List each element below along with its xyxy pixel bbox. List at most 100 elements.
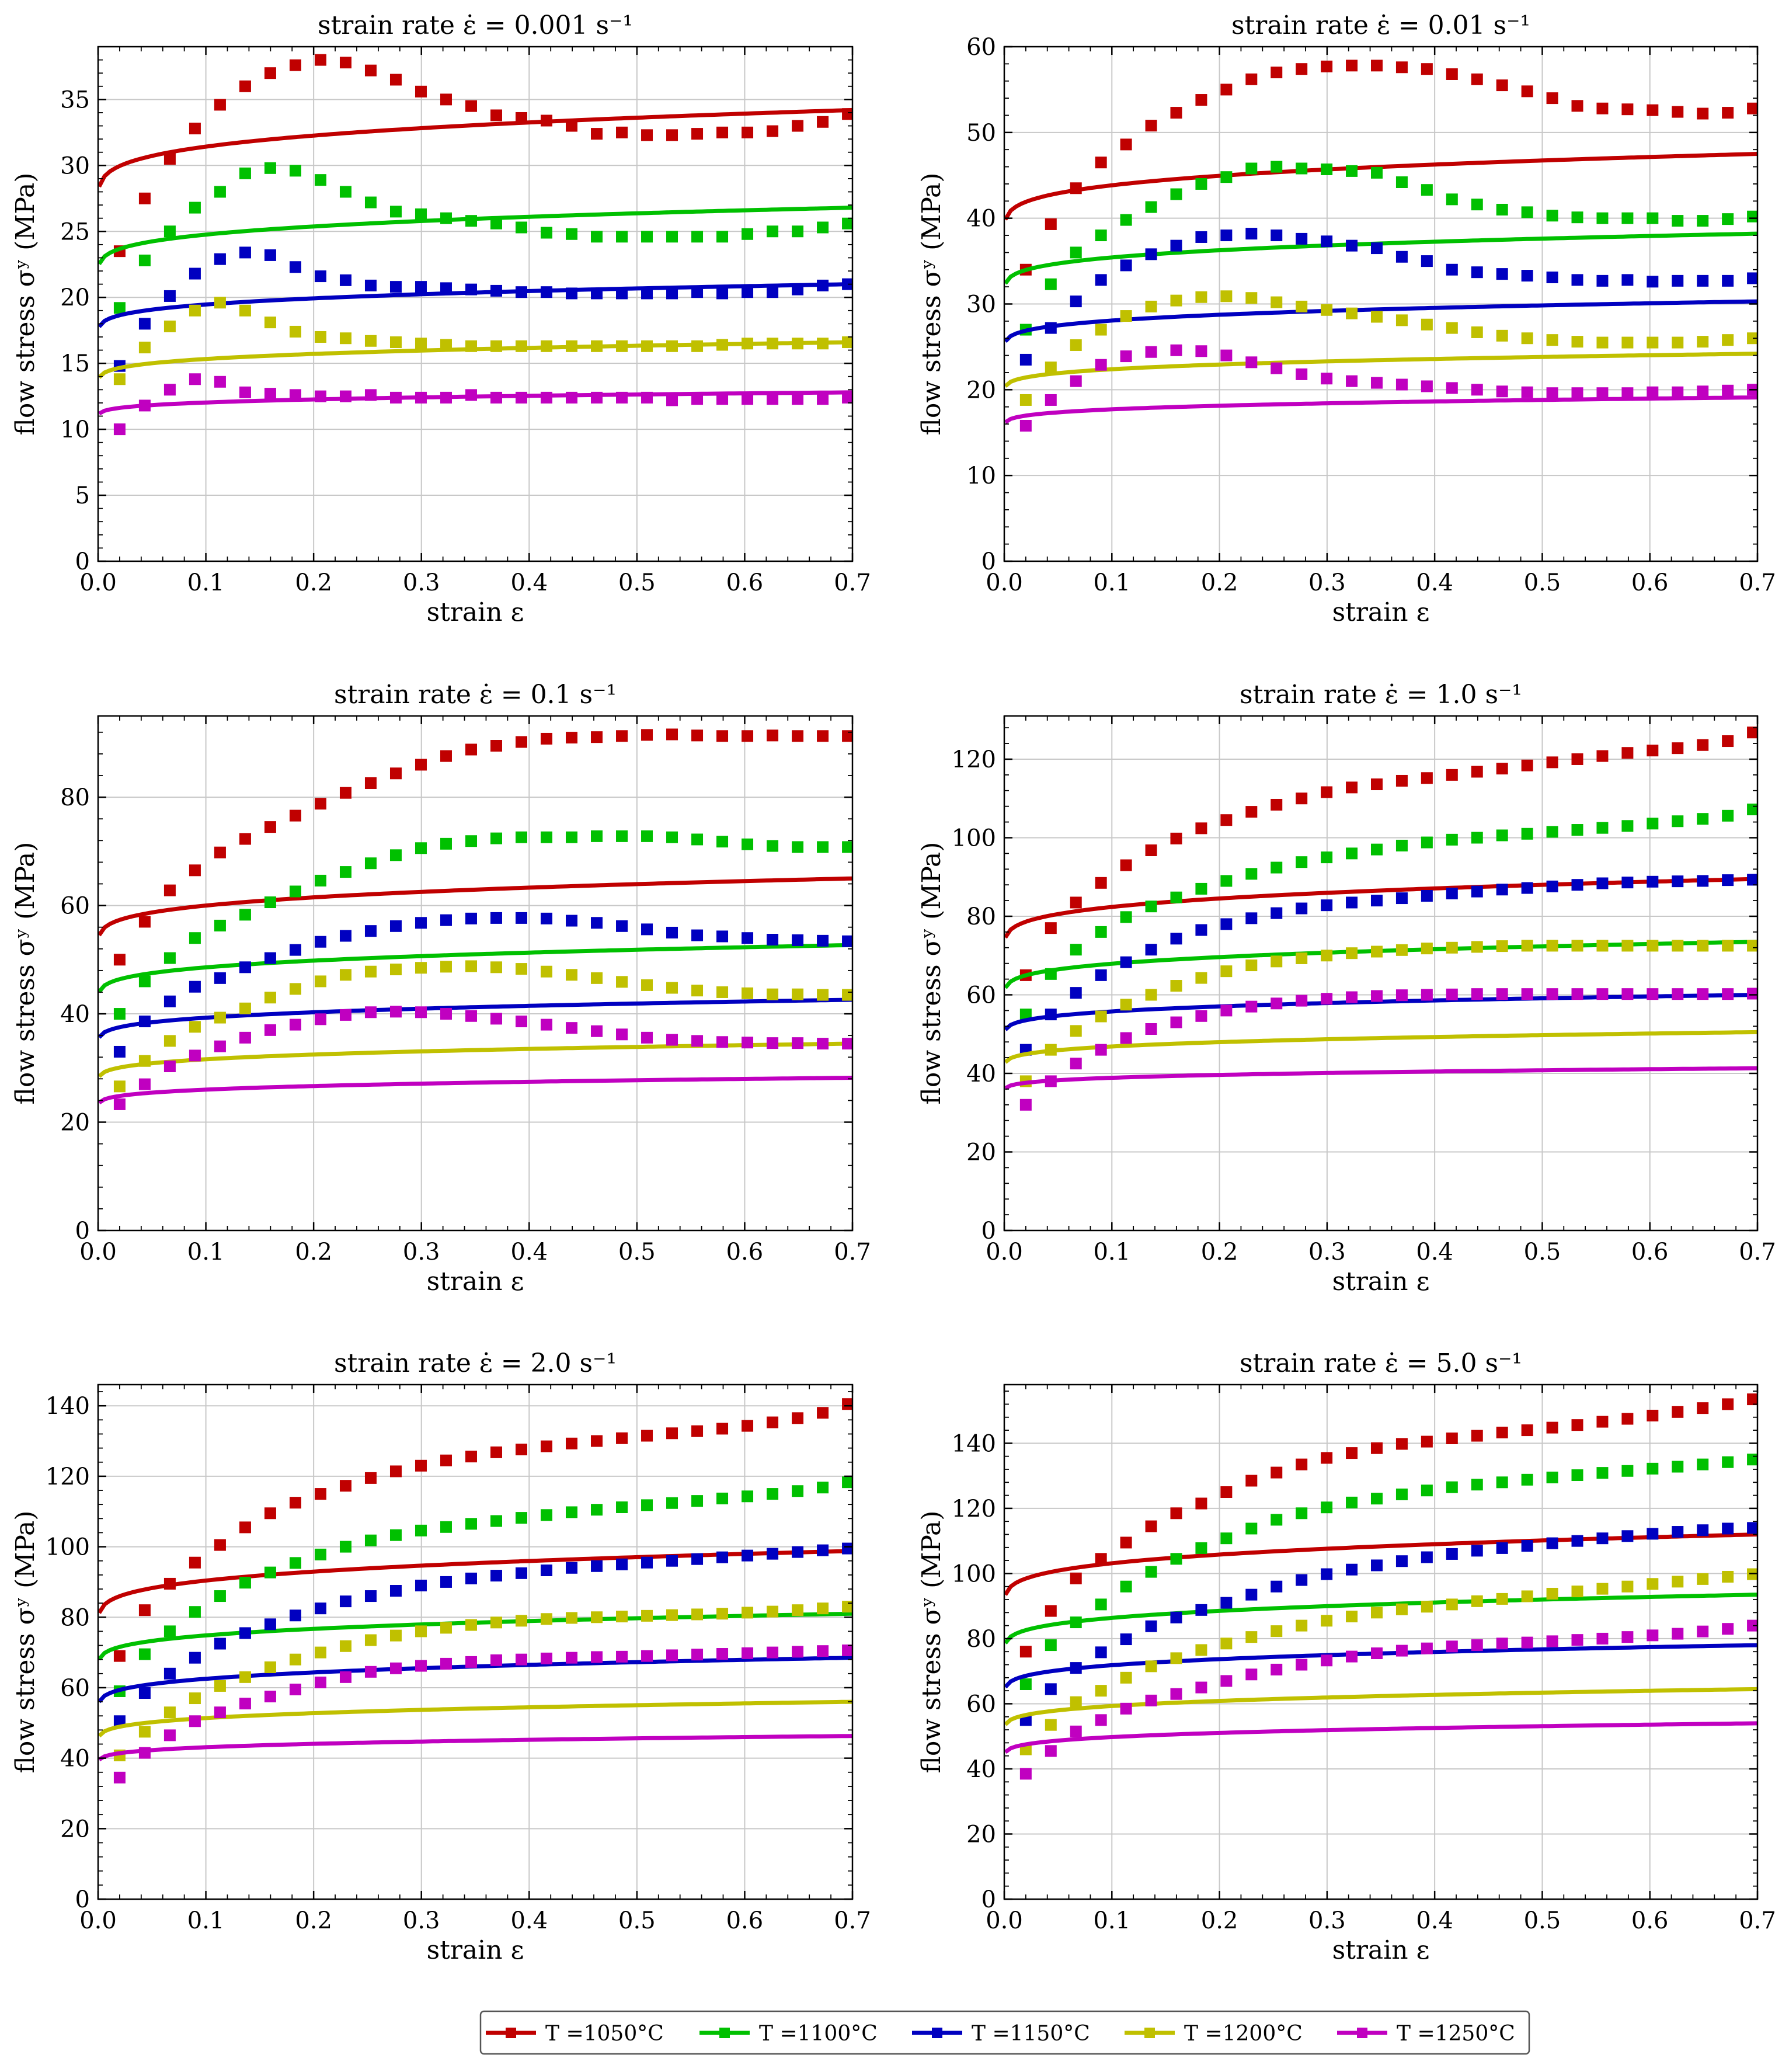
data-point [1120,138,1132,151]
data-point [389,1662,402,1674]
data-point [691,1608,704,1621]
data-point [113,373,126,385]
data-point [1120,859,1132,871]
data-point [264,1618,276,1631]
y-axis-label: flow stress σʸ (MPa) [917,173,946,436]
y-axis-label: flow stress σʸ (MPa) [11,173,40,436]
data-point [389,964,402,976]
x-tick-label: 0.1 [187,1239,225,1266]
data-point [1296,1659,1308,1671]
data-point [515,1567,527,1579]
data-point [364,279,377,291]
axes-frame [97,715,854,1232]
data-point [1220,84,1233,96]
data-point [1596,877,1609,889]
data-point [1321,851,1333,864]
data-point [591,287,603,300]
data-point [1245,292,1258,304]
data-point [289,944,301,956]
data-point [339,866,351,878]
legend-entry-1: T =1050°C [486,2022,664,2046]
data-point [1346,1650,1358,1663]
data-point [1421,380,1433,392]
data-point [163,884,176,896]
data-point [1496,1593,1508,1605]
data-point [214,1040,226,1052]
data-point [591,830,603,842]
data-point [666,926,678,938]
data-point [666,129,678,141]
panel-5: 0.0 0.1 0.2 0.3 0.4 0.5 0.6 0.7 0 20 40 60 80 100 120 1… [11,1348,871,1965]
data-point [792,1485,804,1497]
plot-area [1004,726,1757,1111]
data-point [289,885,301,898]
data-point [1095,1598,1107,1611]
data-point [1421,255,1433,267]
data-point [842,391,852,404]
data-point [1672,106,1684,118]
data-point [742,228,754,240]
data-point [314,331,326,343]
data-point [1647,988,1659,1000]
data-point [214,376,226,388]
x-tick-label: 0.5 [618,569,656,596]
data-point [339,1009,351,1021]
data-point [1070,295,1082,308]
data-point [163,153,176,165]
legend-entry-2: T =1100°C [699,2022,878,2046]
data-point [666,231,678,243]
data-point [1596,750,1609,762]
data-point [138,342,151,354]
data-point [264,952,276,964]
model-curve-5 [1004,395,1757,425]
data-point [792,988,804,1000]
data-point [138,1726,151,1738]
y-tick-label: 120 [952,1496,996,1522]
data-point [1271,67,1283,79]
data-point [214,846,226,858]
data-point [339,57,351,69]
data-point [189,1556,201,1569]
data-point [1070,339,1082,351]
data-point [1195,94,1207,106]
data-point [1446,68,1458,80]
data-point [641,231,653,243]
data-point [163,1625,176,1638]
chart-title: strain rate ε̇ = 0.001 s⁻¹ [318,11,633,40]
data-point [1621,1413,1634,1425]
data-point [691,231,704,243]
legend-entry-5: T =1250°C [1337,2022,1515,2046]
data-point [1521,1590,1533,1602]
data-point [1120,956,1132,968]
data-point [817,1645,829,1657]
data-point [1496,1542,1508,1554]
data-point [189,1715,201,1727]
data-point [691,729,704,742]
data-point [1095,969,1107,981]
data-point [415,917,427,929]
data-point [1546,210,1558,222]
data-point [189,864,201,877]
data-point [1271,362,1283,374]
data-point [1747,332,1757,345]
data-point [440,1008,452,1020]
data-point [1446,193,1458,206]
data-point [1321,235,1333,248]
data-point [1621,274,1634,286]
legend-marker [506,2028,516,2038]
data-point [541,1509,553,1521]
data-point [1045,1639,1057,1652]
data-point [1321,1568,1333,1580]
data-point [515,112,527,124]
data-point [1395,251,1408,263]
data-point [1195,972,1207,984]
data-point [314,54,326,66]
data-point [1596,1632,1609,1645]
data-point [666,1427,678,1440]
data-point [1170,1652,1182,1664]
data-point [289,165,301,177]
data-point [415,962,427,974]
data-point [1747,210,1757,223]
data-point [1471,766,1483,778]
